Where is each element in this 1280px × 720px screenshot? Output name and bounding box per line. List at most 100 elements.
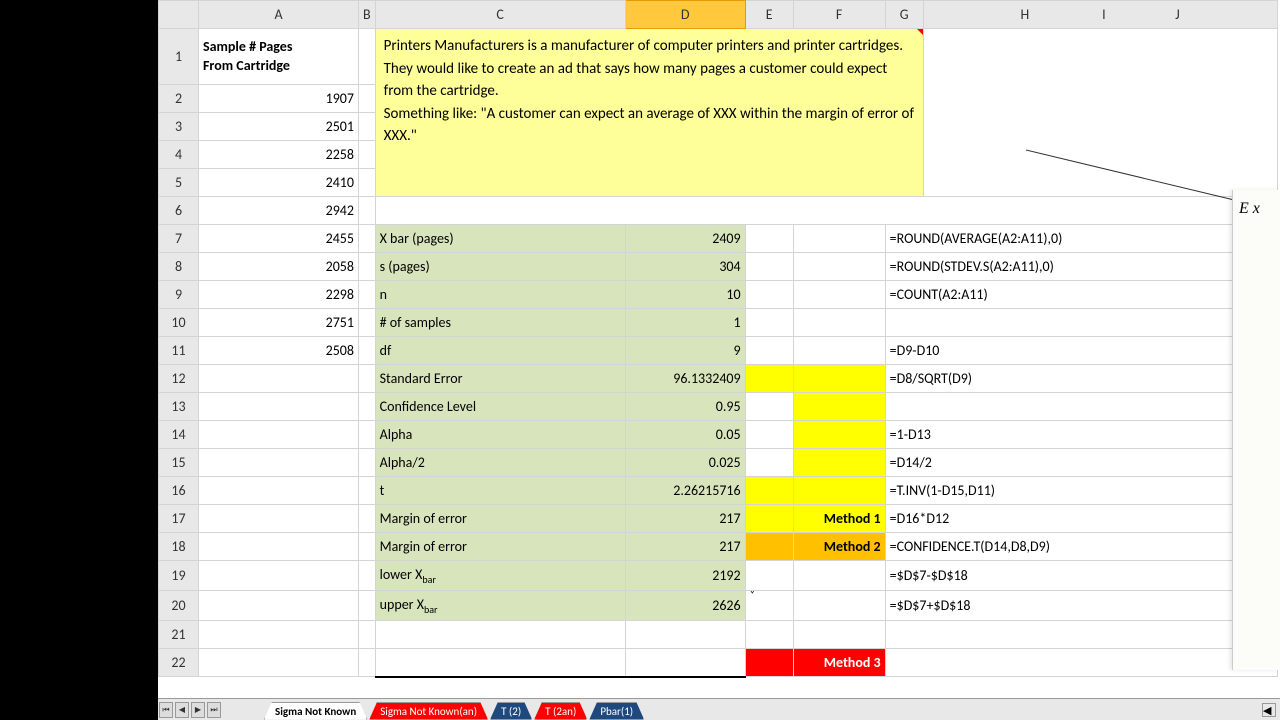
col-header-e[interactable]: E (745, 1, 793, 29)
cell-f9[interactable] (793, 281, 885, 309)
cell-f17[interactable]: Method 1 (793, 505, 885, 533)
cell-b16[interactable] (359, 477, 376, 505)
cell-e18[interactable] (745, 533, 793, 561)
row-header-22[interactable]: 22 (159, 649, 199, 677)
cell-h1[interactable] (923, 29, 1277, 197)
cell-g10[interactable] (885, 309, 1277, 337)
cell-f12[interactable] (793, 365, 885, 393)
cell-a7[interactable]: 2455 (199, 225, 359, 253)
cell-b11[interactable] (359, 337, 376, 365)
cell-g17[interactable]: =D16*D12 (885, 505, 1277, 533)
cell-b22[interactable] (359, 649, 376, 677)
cell-d15[interactable]: 0.025 (625, 449, 745, 477)
cell-b9[interactable] (359, 281, 376, 309)
cell-e9[interactable] (745, 281, 793, 309)
cell-f19[interactable] (793, 561, 885, 591)
cell-g13[interactable] (885, 393, 1277, 421)
cell-e7[interactable] (745, 225, 793, 253)
row-header-17[interactable]: 17 (159, 505, 199, 533)
cell-c14[interactable]: Alpha (375, 421, 625, 449)
cell-c8[interactable]: s (pages) (375, 253, 625, 281)
note-box[interactable]: Printers Manufacturers is a manufacturer… (375, 29, 923, 197)
cell-a18[interactable] (199, 533, 359, 561)
spreadsheet-grid[interactable]: A B C D E F G H I J 1 Sample # Pages Fro… (158, 0, 1278, 678)
cell-g21[interactable] (885, 621, 1277, 649)
cell-a3[interactable]: 2501 (199, 113, 359, 141)
cell-a5[interactable]: 2410 (199, 169, 359, 197)
cell-c13[interactable]: Confidence Level (375, 393, 625, 421)
cell-c17[interactable]: Margin of error (375, 505, 625, 533)
row-header-16[interactable]: 16 (159, 477, 199, 505)
cell-e20[interactable]: ⬨ (745, 591, 793, 621)
cell-g16[interactable]: =T.INV(1-D15,D11) (885, 477, 1277, 505)
cell-g7[interactable]: =ROUND(AVERAGE(A2:A11),0) (885, 225, 1277, 253)
tab-nav-next[interactable]: ▶ (191, 702, 205, 718)
row-header-21[interactable]: 21 (159, 621, 199, 649)
cell-c21[interactable] (375, 621, 625, 649)
tab-t2[interactable]: T (2) (490, 702, 532, 720)
cell-b3[interactable] (359, 113, 376, 141)
cell-d11[interactable]: 9 (625, 337, 745, 365)
col-header-hij[interactable]: H I J (923, 1, 1277, 29)
select-all-corner[interactable] (159, 1, 199, 29)
cell-e16[interactable] (745, 477, 793, 505)
cell-a9[interactable]: 2298 (199, 281, 359, 309)
row-header-9[interactable]: 9 (159, 281, 199, 309)
cell-a12[interactable] (199, 365, 359, 393)
col-header-a[interactable]: A (199, 1, 359, 29)
cell-a11[interactable]: 2508 (199, 337, 359, 365)
col-header-d[interactable]: D (625, 1, 745, 29)
tab-nav-first[interactable]: ⏮ (159, 702, 173, 718)
cell-c15[interactable]: Alpha/2 (375, 449, 625, 477)
cell-b15[interactable] (359, 449, 376, 477)
cell-a2[interactable]: 1907 (199, 85, 359, 113)
row-header-20[interactable]: 20 (159, 591, 199, 621)
cell-c9[interactable]: n (375, 281, 625, 309)
col-header-f[interactable]: F (793, 1, 885, 29)
cell-a4[interactable]: 2258 (199, 141, 359, 169)
tab-nav-last[interactable]: ⏭ (207, 702, 221, 718)
cell-d16[interactable]: 2.26215716 (625, 477, 745, 505)
cell-b4[interactable] (359, 141, 376, 169)
cell-b18[interactable] (359, 533, 376, 561)
cell-g12[interactable]: =D8/SQRT(D9) (885, 365, 1277, 393)
row-header-14[interactable]: 14 (159, 421, 199, 449)
row-header-13[interactable]: 13 (159, 393, 199, 421)
row-header-11[interactable]: 11 (159, 337, 199, 365)
cell-b7[interactable] (359, 225, 376, 253)
cell-g18[interactable]: =CONFIDENCE.T(D14,D8,D9) (885, 533, 1277, 561)
cell-c19[interactable]: lower Xbar (375, 561, 625, 591)
cell-a15[interactable] (199, 449, 359, 477)
cell-b14[interactable] (359, 421, 376, 449)
row-header-3[interactable]: 3 (159, 113, 199, 141)
cell-e17[interactable] (745, 505, 793, 533)
cell-e11[interactable] (745, 337, 793, 365)
cell-b13[interactable] (359, 393, 376, 421)
cell-c22[interactable] (375, 649, 625, 677)
cell-a20[interactable] (199, 591, 359, 621)
cell-f20[interactable] (793, 591, 885, 621)
cell-a19[interactable] (199, 561, 359, 591)
cell-b5[interactable] (359, 169, 376, 197)
cell-c10[interactable]: # of samples (375, 309, 625, 337)
cell-a13[interactable] (199, 393, 359, 421)
row-header-2[interactable]: 2 (159, 85, 199, 113)
cell-d19[interactable]: 2192 (625, 561, 745, 591)
cell-a8[interactable]: 2058 (199, 253, 359, 281)
cell-a21[interactable] (199, 621, 359, 649)
cell-d7[interactable]: 2409 (625, 225, 745, 253)
cell-c12[interactable]: Standard Error (375, 365, 625, 393)
cell-g14[interactable]: =1-D13 (885, 421, 1277, 449)
tab-nav-prev[interactable]: ◀ (175, 702, 189, 718)
cell-f7[interactable] (793, 225, 885, 253)
cell-d8[interactable]: 304 (625, 253, 745, 281)
cell-c20[interactable]: upper Xbar (375, 591, 625, 621)
row-header-19[interactable]: 19 (159, 561, 199, 591)
cell-b12[interactable] (359, 365, 376, 393)
cell-b2[interactable] (359, 85, 376, 113)
cell-g15[interactable]: =D14/2 (885, 449, 1277, 477)
cell-f10[interactable] (793, 309, 885, 337)
cell-f18[interactable]: Method 2 (793, 533, 885, 561)
cell-f21[interactable] (793, 621, 885, 649)
cell-b17[interactable] (359, 505, 376, 533)
